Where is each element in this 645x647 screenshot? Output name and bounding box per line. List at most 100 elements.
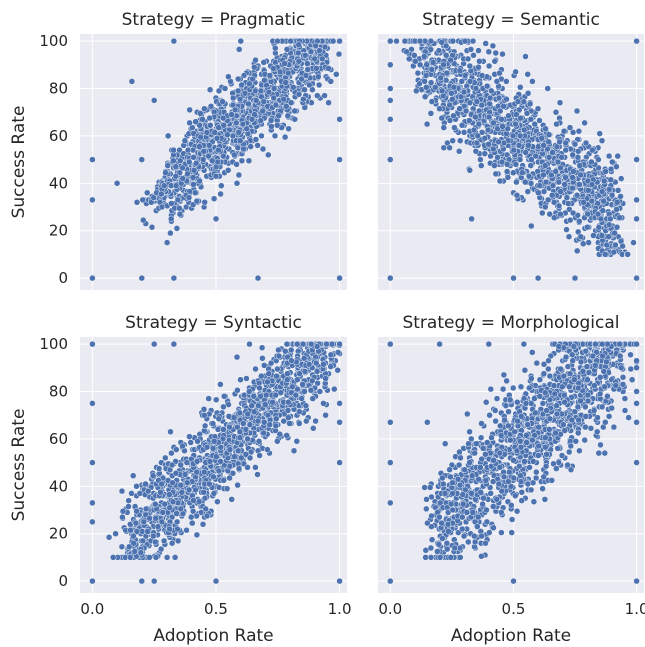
data-point: [509, 384, 517, 392]
data-point: [486, 529, 493, 536]
data-point: [192, 486, 199, 494]
data-point: [522, 149, 529, 156]
data-point: [252, 97, 260, 104]
data-point: [519, 169, 526, 176]
data-point: [132, 519, 140, 527]
data-point: [200, 489, 207, 496]
data-point: [580, 199, 587, 206]
data-point: [186, 433, 193, 440]
data-point: [476, 58, 483, 65]
data-point: [446, 117, 454, 124]
data-point: [521, 366, 529, 374]
data-point: [466, 167, 474, 174]
data-point: [473, 98, 481, 105]
data-point: [173, 510, 180, 517]
data-point: [540, 370, 548, 377]
data-point: [556, 138, 563, 146]
data-point: [138, 577, 146, 585]
data-point: [138, 156, 146, 163]
data-point: [206, 480, 213, 488]
data-point: [265, 151, 272, 159]
data-point: [544, 196, 552, 204]
data-point: [549, 182, 557, 189]
data-point: [605, 152, 613, 160]
data-point: [272, 391, 279, 399]
data-point: [273, 372, 280, 380]
data-point: [219, 435, 227, 443]
data-point: [252, 87, 259, 95]
data-point: [474, 132, 482, 140]
data-point: [569, 209, 577, 217]
data-point: [457, 93, 465, 101]
data-point: [466, 117, 473, 124]
data-point: [633, 357, 640, 364]
data-point: [484, 126, 492, 134]
data-point: [266, 72, 274, 79]
data-point: [493, 78, 501, 85]
data-point: [577, 171, 584, 179]
data-point: [149, 472, 157, 479]
data-point: [264, 446, 271, 453]
data-point: [206, 86, 214, 93]
data-point: [524, 188, 532, 195]
data-point: [89, 274, 96, 282]
data-point: [179, 175, 187, 182]
data-point: [510, 274, 517, 282]
data-point: [214, 158, 221, 166]
data-point: [387, 61, 394, 69]
data-point: [421, 93, 429, 101]
data-point: [545, 131, 553, 138]
data-point: [605, 413, 613, 420]
data-point: [237, 37, 245, 45]
data-point: [190, 181, 197, 188]
data-point: [470, 52, 477, 59]
data-point: [173, 446, 180, 453]
data-point: [258, 372, 265, 380]
data-point: [473, 139, 481, 147]
data-point: [163, 239, 171, 246]
data-point: [427, 544, 435, 552]
data-point: [288, 357, 295, 364]
data-point: [582, 139, 590, 147]
data-point: [296, 420, 303, 427]
data-point: [234, 447, 242, 455]
data-point: [585, 239, 592, 246]
y-tick-label: 60: [49, 430, 68, 448]
data-point: [534, 105, 542, 112]
data-point: [212, 577, 220, 585]
data-point: [201, 105, 208, 112]
data-point: [254, 471, 261, 478]
data-point: [321, 43, 329, 51]
data-point: [498, 158, 506, 166]
data-point: [283, 340, 291, 348]
data-point: [517, 114, 524, 122]
data-point: [211, 129, 218, 136]
data-point: [157, 489, 164, 496]
data-point: [112, 530, 119, 537]
data-point: [166, 491, 173, 498]
data-point: [320, 361, 327, 368]
data-point: [158, 190, 165, 198]
data-point: [314, 92, 321, 99]
data-point: [185, 158, 193, 166]
data-point: [442, 52, 450, 59]
data-point: [280, 95, 287, 103]
scatter-points: [89, 37, 343, 282]
data-point: [633, 215, 640, 223]
data-point: [522, 178, 529, 186]
data-point: [601, 251, 609, 258]
data-point: [428, 98, 436, 105]
data-point: [579, 240, 587, 248]
data-point: [588, 158, 595, 166]
data-point: [190, 497, 197, 504]
data-point: [272, 44, 279, 52]
data-point: [633, 274, 640, 282]
data-point: [226, 474, 233, 482]
data-point: [224, 131, 231, 138]
data-point: [441, 440, 449, 447]
data-point: [513, 111, 520, 118]
data-point: [265, 88, 273, 96]
data-point: [281, 60, 288, 67]
data-point: [236, 95, 244, 103]
